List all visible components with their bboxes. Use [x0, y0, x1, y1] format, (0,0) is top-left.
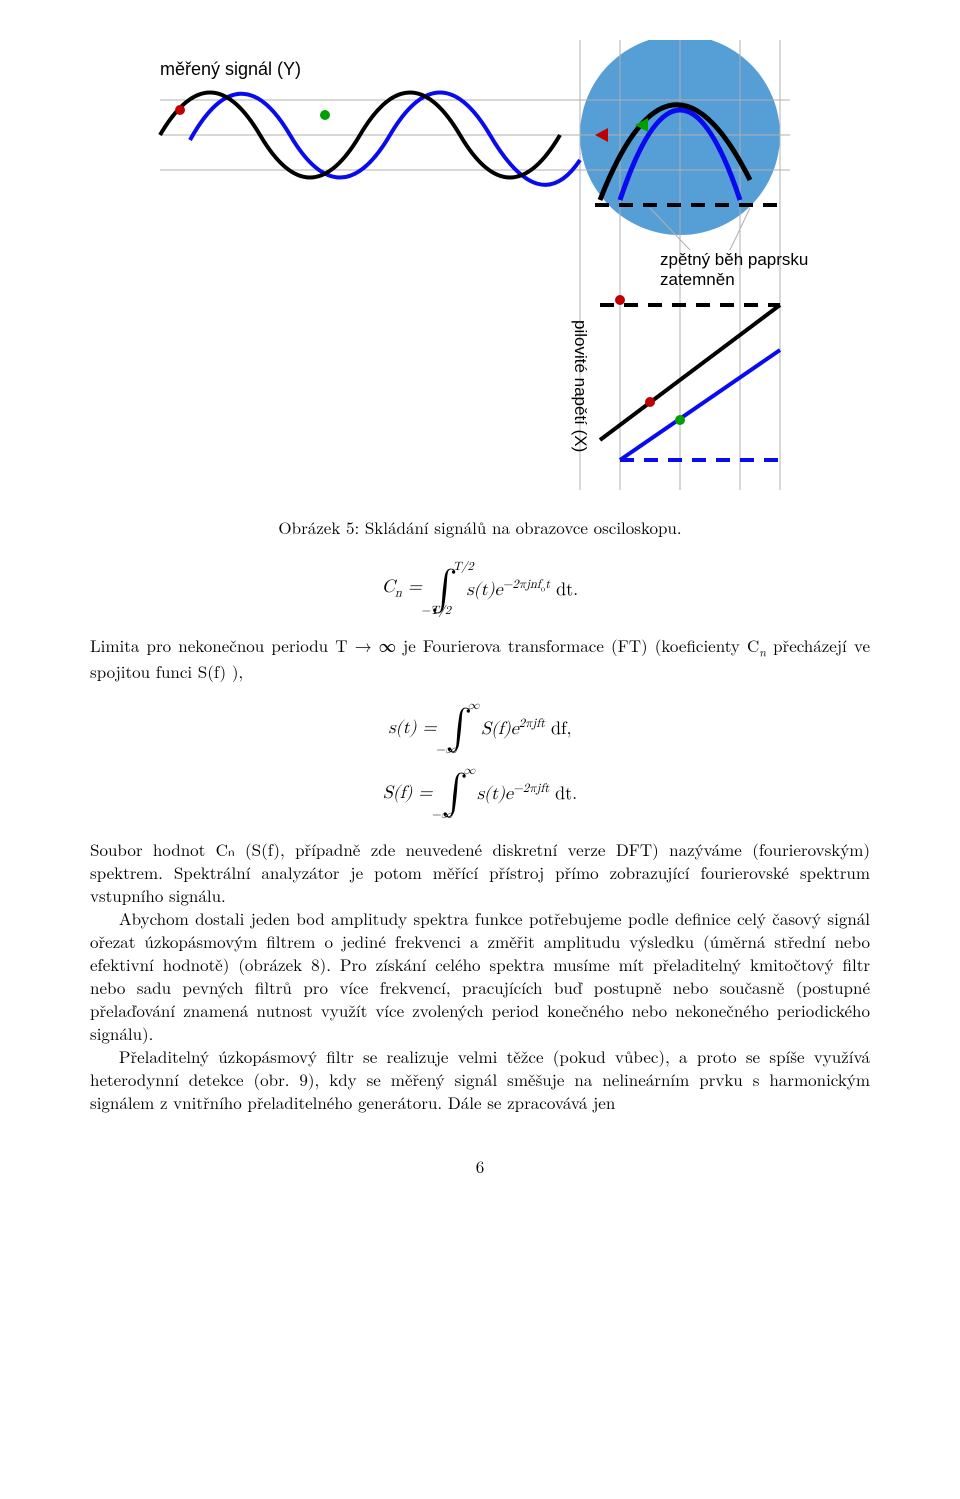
- oscilloscope-figure: měřený signál (Y) zpětný běh paprsku zat…: [90, 40, 870, 495]
- red-dot-saw: [645, 397, 655, 407]
- red-dot-1: [175, 105, 185, 115]
- body-p1: Soubor hodnot Cₙ (S(f), případně zde neu…: [90, 838, 870, 907]
- figure-svg: měřený signál (Y) zpětný běh paprsku zat…: [90, 40, 870, 490]
- equation-sf: S(f) = ∫ ∞ −∞ s(t)e−2πjft dt.: [90, 773, 870, 813]
- sawtooth-black: [600, 305, 780, 440]
- body-p2: Abychom dostali jeden bod amplitudy spek…: [90, 907, 870, 1045]
- figure-caption: Obrázek 5: Skládání signálů na obrazovce…: [90, 515, 870, 539]
- return-beam-label-2: zatemněn: [660, 270, 735, 289]
- equation-cn: Cn = ∫ T/2 −T/2 s(t)e−2πjnfot dt.: [90, 569, 870, 609]
- body-text: Soubor hodnot Cₙ (S(f), případně zde neu…: [90, 838, 870, 1113]
- measured-signal-label: měřený signál (Y): [160, 59, 301, 79]
- red-dot-saw2: [615, 295, 625, 305]
- blue-sine: [190, 93, 580, 185]
- return-beam-label-1: zpětný běh paprsku: [660, 250, 808, 269]
- equation-st: s(t) = ∫ ∞ −∞ S(f)e2πjft df,: [90, 708, 870, 748]
- page-number: 6: [90, 1154, 870, 1178]
- para-between-eq: Limita pro nekonečnou periodu T → ∞ je F…: [90, 634, 870, 683]
- green-dot-1: [320, 110, 330, 120]
- green-dot-saw: [675, 415, 685, 425]
- body-p3: Přeladitelný úzkopásmový filtr se realiz…: [90, 1045, 870, 1114]
- sawtooth-voltage-label: pilovité napětí (X): [571, 320, 590, 452]
